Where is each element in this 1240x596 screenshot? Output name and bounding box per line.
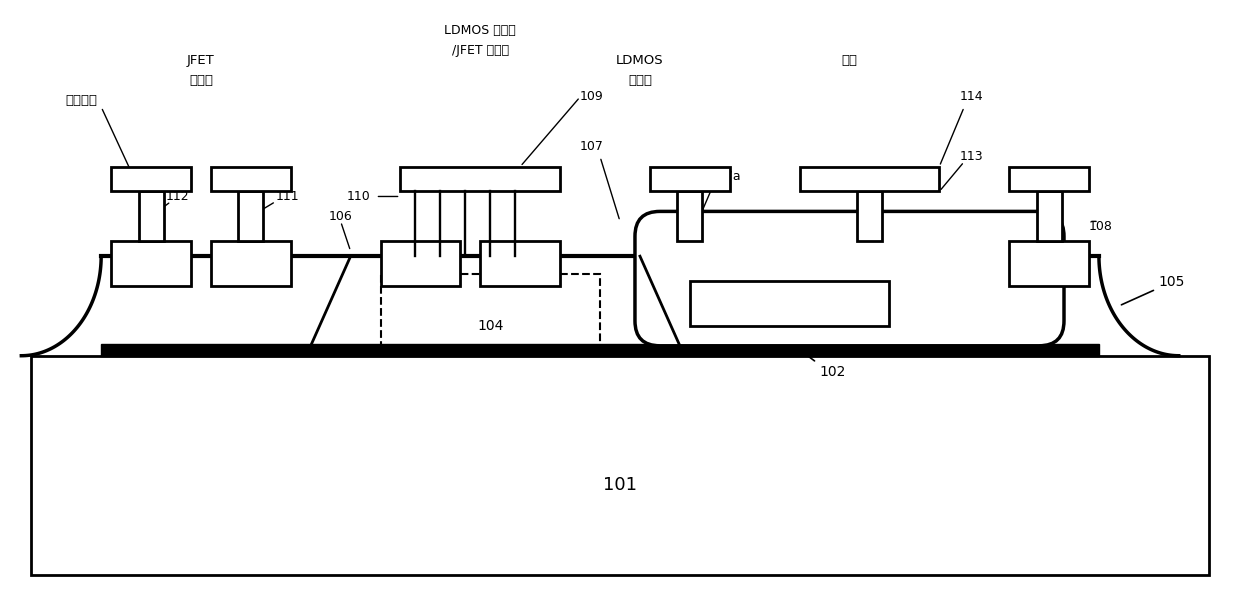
- Bar: [1009, 241, 1089, 286]
- Text: 114: 114: [960, 91, 983, 104]
- Text: N+: N+: [1039, 257, 1059, 271]
- Bar: [650, 167, 730, 191]
- Text: N+: N+: [510, 257, 531, 271]
- Text: 101: 101: [603, 476, 637, 494]
- Bar: [211, 167, 290, 191]
- Bar: [857, 191, 882, 241]
- Text: PTOP: PTOP: [771, 297, 808, 311]
- Bar: [1037, 191, 1061, 241]
- Text: 106: 106: [329, 210, 352, 223]
- Text: 113: 113: [960, 150, 983, 163]
- Bar: [381, 241, 460, 286]
- Text: LDMOS 的源极: LDMOS 的源极: [444, 24, 516, 37]
- Text: LDMOS: LDMOS: [616, 54, 663, 67]
- Text: 112: 112: [166, 190, 190, 203]
- Text: 的源极: 的源极: [188, 74, 213, 87]
- Text: 的栅极: 的栅极: [627, 74, 652, 87]
- Text: 104: 104: [477, 319, 503, 333]
- Bar: [238, 191, 263, 241]
- Text: 102: 102: [802, 352, 846, 378]
- Bar: [211, 241, 290, 286]
- Text: 103: 103: [786, 279, 812, 293]
- Text: JFET: JFET: [187, 54, 215, 67]
- Text: 108: 108: [1089, 220, 1112, 233]
- Bar: [31, 356, 1209, 575]
- Bar: [139, 191, 164, 241]
- Text: 衬底电极: 衬底电极: [66, 94, 97, 107]
- Text: P+: P+: [141, 257, 161, 271]
- Bar: [112, 167, 191, 191]
- Text: 107a: 107a: [709, 170, 742, 183]
- Text: P+: P+: [410, 257, 430, 271]
- FancyBboxPatch shape: [635, 212, 1064, 346]
- Bar: [102, 344, 1099, 356]
- Bar: [1009, 167, 1089, 191]
- Bar: [401, 167, 560, 191]
- Text: 110: 110: [347, 190, 371, 203]
- Text: 109: 109: [580, 91, 604, 104]
- Bar: [112, 241, 191, 286]
- Bar: [677, 191, 702, 241]
- Bar: [689, 281, 889, 326]
- Bar: [381, 274, 600, 354]
- Bar: [800, 167, 939, 191]
- Text: 107: 107: [580, 140, 604, 153]
- Text: /JFET 的栅极: /JFET 的栅极: [451, 44, 508, 57]
- Text: 111: 111: [275, 190, 299, 203]
- Bar: [480, 241, 560, 286]
- Text: N+: N+: [241, 257, 262, 271]
- Text: 105: 105: [1121, 275, 1185, 305]
- Text: 漏极: 漏极: [842, 54, 858, 67]
